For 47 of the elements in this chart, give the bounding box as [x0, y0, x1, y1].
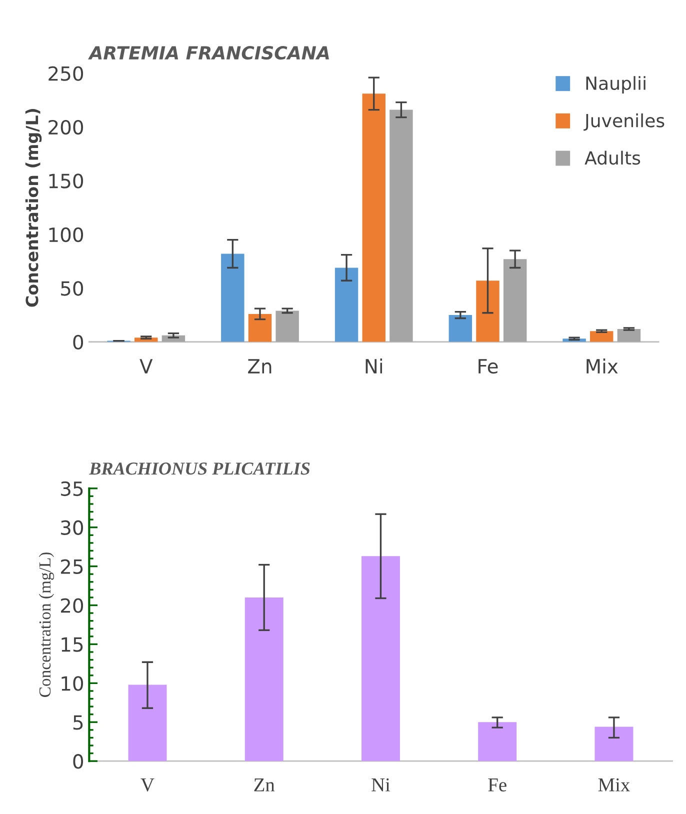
y-tick-label: 20 [61, 598, 84, 613]
y-tick-label: 30 [61, 520, 84, 536]
bar [128, 684, 167, 762]
y-tick-label: 50 [61, 281, 84, 296]
bar [361, 556, 400, 762]
legend-label: Juveniles [584, 113, 664, 131]
legend-label: Nauplii [586, 76, 646, 94]
chart-title: BRACHIONUS PLICATILIS [89, 462, 310, 475]
x-tick-label: Mix [598, 778, 630, 792]
bar [478, 722, 517, 762]
y-tick-label: 0 [73, 334, 84, 350]
bar [448, 315, 472, 342]
y-tick-label: 0 [73, 754, 84, 769]
bar [362, 94, 386, 342]
legend-label: Adults [584, 150, 640, 165]
y-tick-label: 200 [48, 120, 84, 135]
y-tick-label: 150 [49, 174, 84, 188]
y-axis-title: Concentration (mg/L) [25, 108, 42, 307]
bar [390, 110, 413, 342]
y-tick-label: 35 [61, 481, 83, 496]
x-tick-label: Fe [478, 359, 498, 374]
bar [244, 597, 284, 762]
x-tick-label: V [140, 778, 154, 792]
y-tick-label: 100 [49, 227, 84, 242]
x-tick-label: Fe [488, 778, 506, 792]
y-tick-label: 25 [61, 559, 83, 574]
x-tick-label: Zn [254, 778, 275, 792]
bar [594, 726, 634, 762]
chart-title: ARTEMIA FRANCISCANA [88, 46, 329, 60]
x-tick-label: Ni [366, 358, 382, 374]
bar [248, 314, 272, 342]
bar [276, 310, 299, 342]
bar [617, 328, 641, 342]
bar [590, 331, 614, 342]
y-tick-label: 10 [62, 676, 84, 691]
x-tick-label: Ni [372, 778, 390, 792]
x-tick-label: Mix [586, 358, 618, 374]
bar [503, 259, 527, 342]
y-tick-label: 250 [48, 66, 84, 81]
bar [221, 254, 244, 342]
y-tick-label: 15 [62, 637, 83, 652]
bar [334, 268, 358, 342]
y-axis-title: Concentration (mg/L) [38, 552, 54, 697]
y-tick-label: 5 [73, 715, 83, 730]
bar [476, 280, 500, 342]
x-tick-label: V [140, 359, 153, 374]
x-tick-label: Zn [248, 359, 272, 374]
